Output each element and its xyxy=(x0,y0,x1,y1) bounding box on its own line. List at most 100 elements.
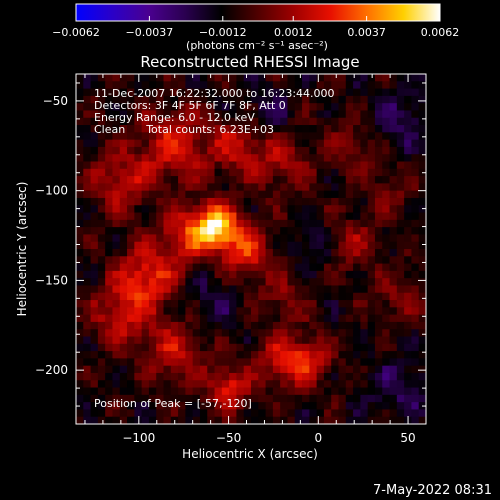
heatmap-cell xyxy=(294,249,303,257)
heatmap-cell xyxy=(76,146,84,155)
heatmap-cell xyxy=(272,292,281,301)
heatmap-cell xyxy=(141,387,150,396)
heatmap-cell xyxy=(97,117,106,126)
heatmap-cell xyxy=(127,146,135,155)
heatmap-cell xyxy=(280,270,288,279)
heatmap-cell xyxy=(229,110,237,119)
heatmap-cell xyxy=(404,81,412,89)
heatmap-cell xyxy=(243,74,252,82)
heatmap-cell xyxy=(156,212,164,221)
heatmap-cell xyxy=(374,227,383,235)
heatmap-cell xyxy=(280,110,288,119)
heatmap-cell xyxy=(309,110,318,119)
heatmap-cell xyxy=(287,292,296,301)
heatmap-cell xyxy=(236,416,245,425)
heatmap-cell xyxy=(141,241,150,250)
heatmap-cell xyxy=(272,74,281,82)
heatmap-cell xyxy=(345,292,354,301)
heatmap-cell xyxy=(90,409,99,418)
heatmap-cell xyxy=(411,292,420,301)
heatmap-cell xyxy=(83,358,91,367)
heatmap-cell xyxy=(272,132,281,141)
heatmap-cell xyxy=(105,416,113,425)
heatmap-cell xyxy=(272,227,281,235)
heatmap-cell xyxy=(127,278,135,286)
heatmap-cell xyxy=(353,234,361,243)
heatmap-cell xyxy=(192,205,201,213)
heatmap-cell xyxy=(374,95,383,104)
heatmap-cell xyxy=(353,95,361,104)
heatmap-cell xyxy=(382,139,390,148)
heatmap-cell xyxy=(418,285,427,294)
heatmap-cell xyxy=(141,117,150,126)
heatmap-cell xyxy=(221,263,230,272)
heatmap-cell xyxy=(214,154,223,162)
heatmap-cell xyxy=(105,343,113,352)
heatmap-cell xyxy=(141,307,150,316)
heatmap-cell xyxy=(221,219,230,228)
heatmap-cell xyxy=(178,285,186,294)
heatmap-cell xyxy=(83,343,91,352)
heatmap-cell xyxy=(134,270,143,279)
x-tick-label: 50 xyxy=(400,431,415,445)
heatmap-cell xyxy=(331,132,339,141)
heatmap-cell xyxy=(309,95,318,104)
colorbar-tick-label: −0.0062 xyxy=(52,26,100,39)
heatmap-cell xyxy=(178,372,186,381)
heatmap-cell xyxy=(112,110,121,119)
heatmap-cell xyxy=(76,351,84,359)
heatmap-cell xyxy=(287,110,296,119)
heatmap-cell xyxy=(272,416,281,425)
heatmap-cell xyxy=(127,263,135,272)
heatmap-cell xyxy=(105,336,113,345)
heatmap-cell xyxy=(302,227,310,235)
heatmap-cell xyxy=(294,88,303,97)
heatmap-cell xyxy=(316,125,325,133)
heatmap-cell xyxy=(83,249,91,257)
heatmap-cell xyxy=(382,263,390,272)
heatmap-cell xyxy=(243,358,252,367)
heatmap-cell xyxy=(367,321,376,330)
heatmap-cell xyxy=(294,154,303,162)
heatmap-cell xyxy=(294,300,303,308)
heatmap-cell xyxy=(76,270,84,279)
heatmap-cell xyxy=(229,329,237,337)
heatmap-cell xyxy=(170,409,179,418)
heatmap-cell xyxy=(382,176,390,184)
heatmap-cell xyxy=(199,292,208,301)
heatmap-cell xyxy=(127,256,135,264)
heatmap-cell xyxy=(83,176,91,184)
heatmap-cell xyxy=(258,358,266,367)
heatmap-cell xyxy=(199,212,208,221)
heatmap-cell xyxy=(331,219,339,228)
heatmap-cell xyxy=(345,183,354,192)
heatmap-cell xyxy=(251,329,259,337)
heatmap-cell xyxy=(316,409,325,418)
heatmap-cell xyxy=(185,321,194,330)
heatmap-cell xyxy=(404,343,412,352)
heatmap-cell xyxy=(156,139,164,148)
heatmap-cell xyxy=(338,154,347,162)
heatmap-cell xyxy=(105,314,113,323)
heatmap-cell xyxy=(156,387,164,396)
heatmap-cell xyxy=(382,409,390,418)
heatmap-cell xyxy=(265,125,274,133)
heatmap-cell xyxy=(316,380,325,388)
heatmap-cell xyxy=(411,212,420,221)
heatmap-cell xyxy=(396,125,405,133)
heatmap-cell xyxy=(353,402,361,410)
heatmap-cell xyxy=(127,154,135,162)
heatmap-cell xyxy=(148,234,157,243)
heatmap-cell xyxy=(192,380,201,388)
heatmap-cell xyxy=(382,365,390,374)
heatmap-cell xyxy=(221,365,230,374)
heatmap-cell xyxy=(105,168,113,177)
heatmap-cell xyxy=(280,117,288,126)
heatmap-cell xyxy=(127,110,135,119)
heatmap-cell xyxy=(178,292,186,301)
heatmap-cell xyxy=(170,212,179,221)
heatmap-cell xyxy=(163,365,172,374)
heatmap-cell xyxy=(309,234,318,243)
heatmap-cell xyxy=(178,409,186,418)
heatmap-cell xyxy=(178,117,186,126)
